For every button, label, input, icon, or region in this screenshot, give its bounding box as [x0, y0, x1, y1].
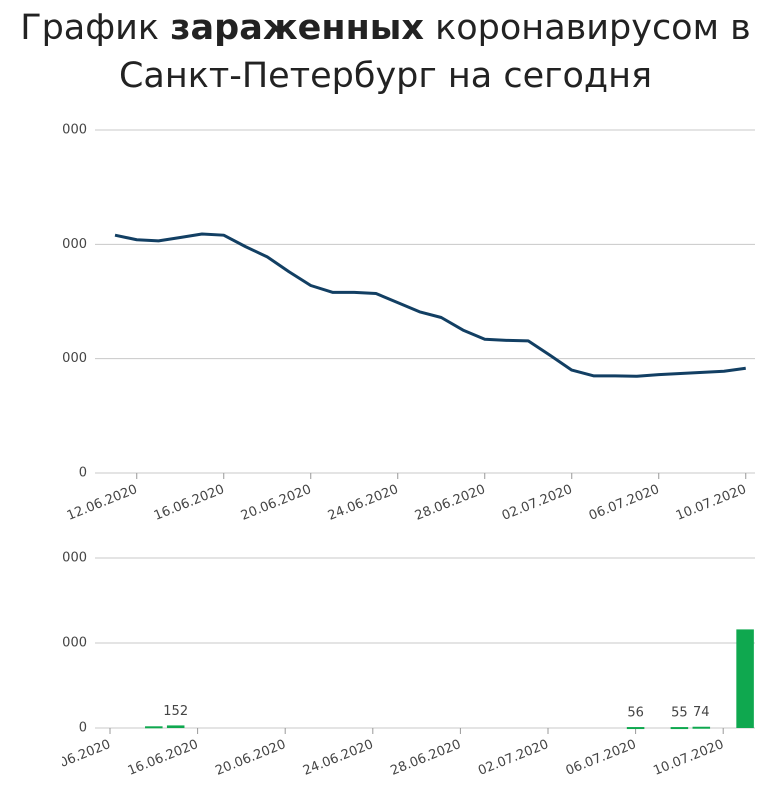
data-label: 74: [693, 705, 710, 720]
plot-area: 0 5,000 10,000 15,000 Человек 12.06.2020 16.06…: [11, 123, 755, 779]
x-tick-label: 12.06.2020: [65, 482, 140, 524]
x-tick-label: 02.07.2020: [500, 482, 575, 524]
x-tick-label: 28.06.2020: [389, 737, 464, 779]
x-tick-label: 24.06.2020: [326, 482, 401, 524]
x-tick-label: 24.06.2020: [301, 737, 376, 779]
y-tick-label: 0: [79, 721, 87, 736]
x-tick-label: 20.06.2020: [213, 737, 288, 779]
y-tick-label: 10,000: [42, 237, 88, 252]
x-tick-label: 06.07.2020: [564, 737, 639, 779]
data-label: 152: [163, 704, 188, 719]
bar: [736, 629, 754, 728]
bar: [626, 727, 645, 730]
y-tick-label: 10,000: [42, 551, 88, 566]
x-tick-label: 10.07.2020: [651, 737, 726, 779]
data-label: 55: [671, 706, 688, 721]
bar: [692, 726, 711, 729]
y-axis-label: Человек: [11, 261, 32, 340]
x-tick-label: 10.07.2020: [674, 482, 749, 524]
y-tick-label: 0: [79, 466, 87, 481]
title-part: коронавирусом в Санкт-Петербург на сегод…: [118, 8, 751, 96]
y-tick-label: 5,000: [50, 351, 87, 366]
x-tick-label: 28.06.2020: [413, 482, 488, 524]
y-tick-label: 15,000: [42, 123, 88, 138]
bar: [166, 725, 185, 728]
y-axis-label: Человек: [11, 624, 25, 676]
bar: [670, 727, 689, 730]
x-tick-label: 06.07.2020: [587, 482, 662, 524]
x-tick-label: 12.06.2020: [38, 737, 113, 779]
title-part: График: [20, 8, 160, 48]
x-tick-label: 16.06.2020: [152, 482, 227, 524]
title-bold: зараженных: [170, 8, 424, 48]
x-tick-label: 02.07.2020: [476, 737, 551, 779]
y-tick-label: 5,000: [50, 636, 87, 651]
x-tick-label: 16.06.2020: [126, 737, 201, 779]
line: [114, 232, 746, 378]
data-label: 56: [627, 706, 644, 721]
bar: [145, 726, 163, 729]
chart-title: График зараженных коронавирусом в Санкт-…: [0, 4, 771, 100]
x-tick-label: 20.06.2020: [239, 482, 314, 524]
